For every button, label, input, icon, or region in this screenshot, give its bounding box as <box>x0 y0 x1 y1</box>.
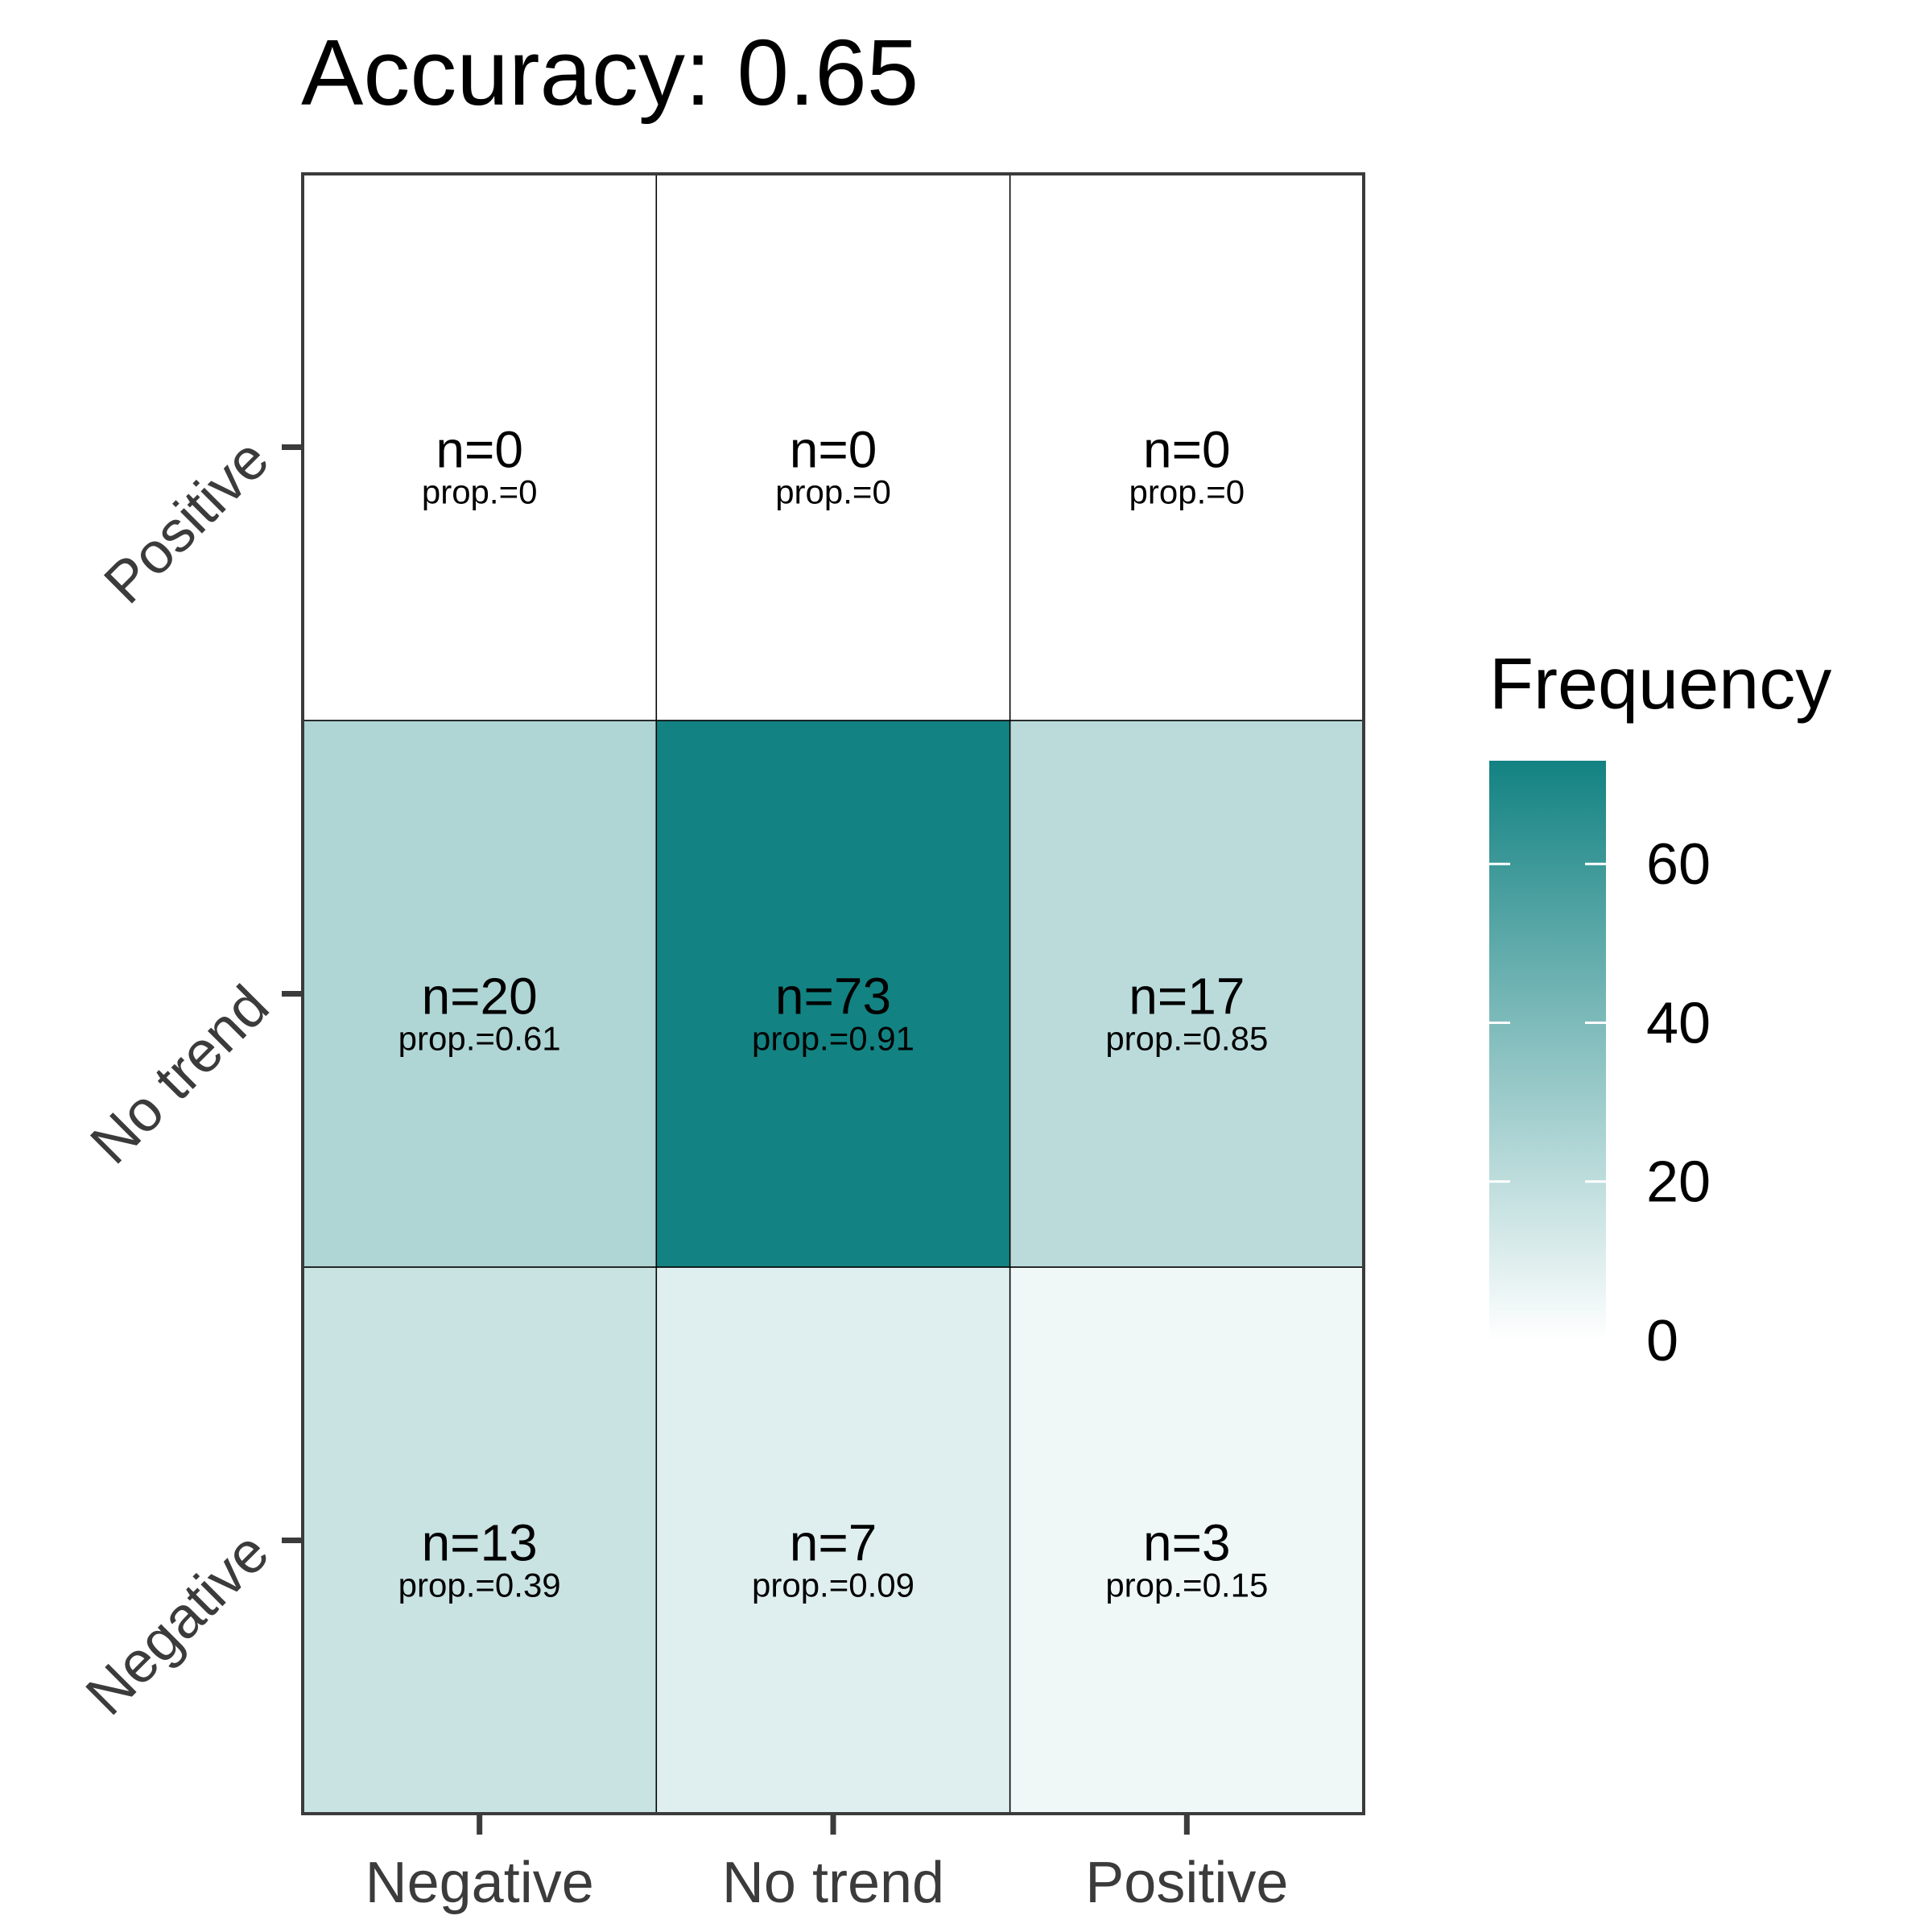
cell-proportion-label: prop.=0.09 <box>752 1567 914 1604</box>
heatmap-cell <box>655 720 1011 1268</box>
cell-count-label: n=13 <box>422 1514 538 1572</box>
x-axis: Negative No trend Positive <box>365 1814 1288 1915</box>
legend-tick-label: 40 <box>1646 991 1711 1055</box>
cell-proportion-label: prop.=0.91 <box>752 1020 914 1058</box>
cell-count-label: n=73 <box>775 968 891 1026</box>
heatmap-cell <box>302 720 658 1268</box>
y-tick-label: Positive <box>92 427 281 616</box>
cell-proportion-label: prop.=0.85 <box>1105 1020 1268 1058</box>
legend-tick-label: 60 <box>1646 832 1711 897</box>
cell-proportion-label: prop.=0 <box>775 473 891 511</box>
cell-proportion-label: prop.=0 <box>422 473 538 511</box>
cell-count-label: n=0 <box>1143 421 1231 479</box>
cell-proportion-label: prop.=0 <box>1129 473 1245 511</box>
cell-count-label: n=20 <box>422 968 538 1026</box>
legend: Frequency 0 20 40 60 <box>1489 644 1831 1373</box>
legend-colorbar <box>1489 761 1606 1340</box>
y-tick-label: Negative <box>74 1520 282 1728</box>
cell-count-label: n=17 <box>1129 968 1245 1026</box>
cell-proportion-label: prop.=0.61 <box>398 1020 561 1058</box>
x-tick-label: No trend <box>722 1851 944 1915</box>
chart-title: Accuracy: 0.65 <box>301 20 919 125</box>
heatmap-cell <box>655 173 1011 721</box>
legend-title: Frequency <box>1489 644 1831 724</box>
heatmap-cell <box>1009 173 1364 721</box>
cell-proportion-label: prop.=0.15 <box>1105 1567 1268 1604</box>
heatmap-cell <box>655 1266 1011 1814</box>
heatmap-cell <box>302 1266 658 1814</box>
heatmap-cell <box>1009 720 1364 1268</box>
y-tick-label: No trend <box>78 973 281 1176</box>
cell-count-label: n=7 <box>790 1514 877 1572</box>
x-tick-label: Positive <box>1085 1851 1288 1915</box>
x-tick-label: Negative <box>365 1851 594 1915</box>
heatmap-cell <box>302 173 658 721</box>
cell-count-label: n=0 <box>790 421 877 479</box>
cell-proportion-label: prop.=0.39 <box>398 1567 561 1604</box>
cell-count-label: n=0 <box>436 421 523 479</box>
heatmap-cells <box>302 173 1364 1814</box>
legend-tick-label: 0 <box>1646 1309 1678 1373</box>
cell-count-label: n=3 <box>1143 1514 1231 1572</box>
y-axis: Negative No trend Positive <box>74 427 303 1728</box>
legend-tick-label: 20 <box>1646 1150 1711 1215</box>
legend-ticks: 0 20 40 60 <box>1489 832 1711 1373</box>
